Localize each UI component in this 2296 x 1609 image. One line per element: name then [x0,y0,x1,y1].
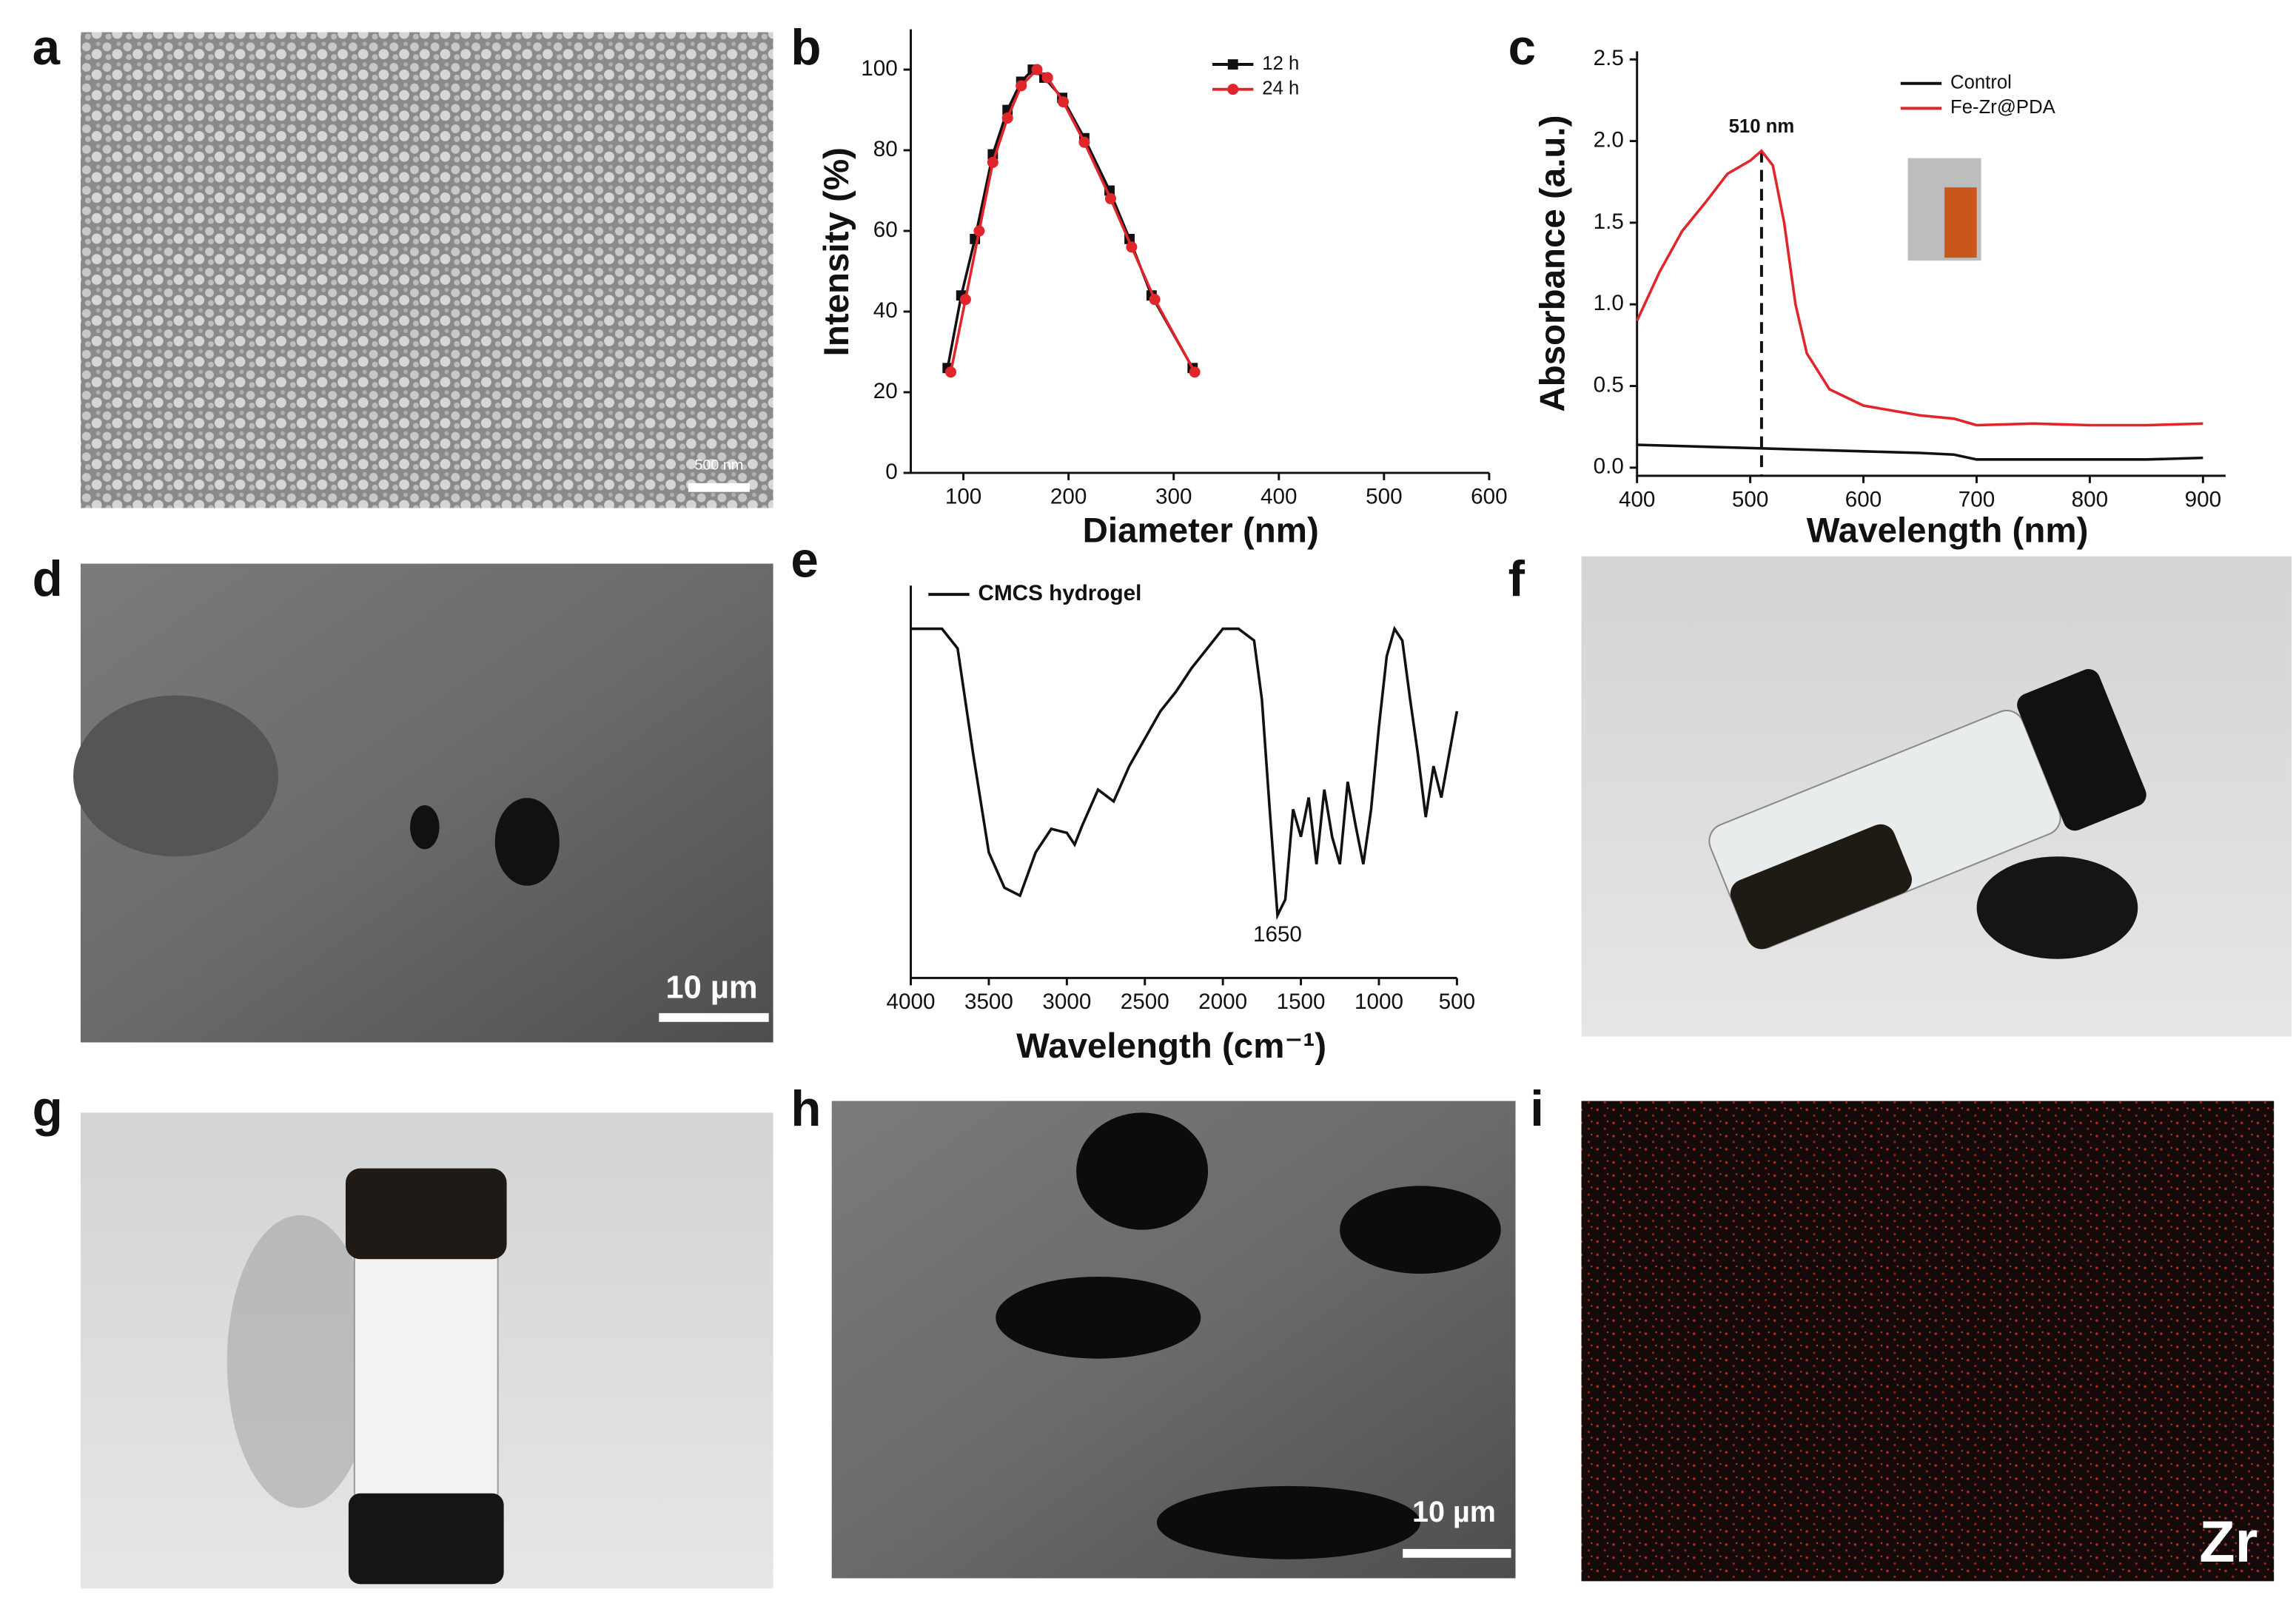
legend-label: CMCS hydrogel [979,581,1142,605]
pore [1076,1112,1209,1230]
legend-marker [1227,59,1238,70]
marker [1126,241,1138,253]
vial-cap [345,1168,507,1260]
cap [1976,856,2138,959]
marker [987,156,998,168]
eds-map [1581,1101,2275,1582]
x-tick-label: 600 [1471,484,1507,508]
y-tick-label: 0.5 [1594,372,1624,397]
vial-base [348,1493,504,1585]
y-axis-label: Absorbance (a.u.) [1533,115,1572,412]
shadow [226,1215,374,1508]
x-tick-label: 2000 [1198,990,1247,1014]
vial [353,1243,499,1502]
x-tick-label: 4000 [887,990,936,1014]
scale-bar-label: 10 µm [665,970,757,1006]
panel-label: h [790,1081,821,1137]
y-tick-label: 0 [885,460,897,484]
y-tick-label: 1.0 [1594,291,1624,315]
scale-bar [1403,1548,1511,1558]
x-tick-label: 3500 [964,990,1013,1014]
series-line [910,625,1459,921]
scale-bar-label: 500 nm [694,457,743,473]
pore [1156,1485,1420,1559]
marker [1001,112,1013,124]
annotation: 1650 [1253,922,1302,947]
y-tick-label: 1.5 [1594,209,1624,234]
marker [959,294,971,306]
y-tick-label: 80 [873,137,898,161]
panel-label: e [790,532,818,588]
panel-label: d [33,551,63,607]
axis-line [1636,51,2226,477]
series-line [1637,443,2203,461]
y-tick-label: 2.5 [1594,46,1624,70]
x-tick-label: 600 [1845,487,1882,511]
y-tick-label: 0.0 [1594,454,1624,479]
x-axis-label: Diameter (nm) [1083,511,1319,551]
inset-photo [1944,187,1977,258]
marker [1041,72,1053,84]
pore [1340,1186,1501,1274]
legend-label: 24 h [1262,78,1299,98]
panel-label: c [1508,20,1536,75]
marker [1031,64,1043,75]
pore [996,1276,1201,1359]
marker [973,225,985,237]
x-tick-label: 2500 [1121,990,1169,1014]
axis-line [910,29,1489,474]
x-tick-label: 800 [2072,487,2108,511]
x-tick-label: 100 [945,484,981,508]
x-axis-label: Wavelength (cm⁻¹) [1016,1027,1326,1066]
panel-label: i [1530,1081,1544,1137]
legend-label: 12 h [1262,53,1299,74]
x-tick-label: 500 [1732,487,1768,511]
pore [494,798,560,886]
panel-label: f [1508,551,1525,607]
x-tick-label: 300 [1155,484,1192,508]
x-tick-label: 200 [1050,484,1087,508]
legend-label: Fe-Zr@PDA [1950,97,2056,118]
marker [1016,80,1027,92]
annotation: 510 nm [1729,116,1795,137]
x-tick-label: 1000 [1355,990,1403,1014]
scale-bar [659,1012,769,1022]
x-tick-label: 3000 [1042,990,1091,1014]
x-tick-label: 700 [1958,487,1995,511]
element-label: Zr [2199,1508,2258,1574]
scale-bar-label: 10 µm [1412,1496,1496,1528]
panel-label: g [33,1081,63,1137]
legend-marker [1227,84,1239,95]
panel-label: a [33,20,61,75]
x-tick-label: 900 [2185,487,2221,511]
y-tick-label: 2.0 [1594,127,1624,152]
series-line [1636,149,2203,427]
pore [73,695,278,857]
y-tick-label: 60 [873,218,898,242]
vial [1708,669,2146,950]
scale-bar [688,483,750,492]
pore [410,804,440,850]
x-axis-label: Wavelength (nm) [1807,511,2089,551]
x-tick-label: 400 [1619,487,1655,511]
sem-image [80,32,773,508]
marker [1078,136,1090,148]
marker [1104,192,1116,204]
marker [945,366,957,378]
x-tick-label: 500 [1439,990,1475,1014]
y-axis-label: Intensity (%) [817,147,856,356]
marker [1189,366,1201,378]
y-tick-label: 40 [873,298,898,323]
x-tick-label: 1500 [1277,990,1326,1014]
y-tick-label: 100 [861,56,897,81]
series-line [949,67,1196,373]
legend-label: Control [1950,73,2012,93]
x-tick-label: 500 [1366,484,1402,508]
marker [1058,96,1070,108]
marker [1149,294,1161,306]
y-tick-label: 20 [873,379,898,403]
x-tick-label: 400 [1261,484,1297,508]
panel-label: b [790,20,821,75]
